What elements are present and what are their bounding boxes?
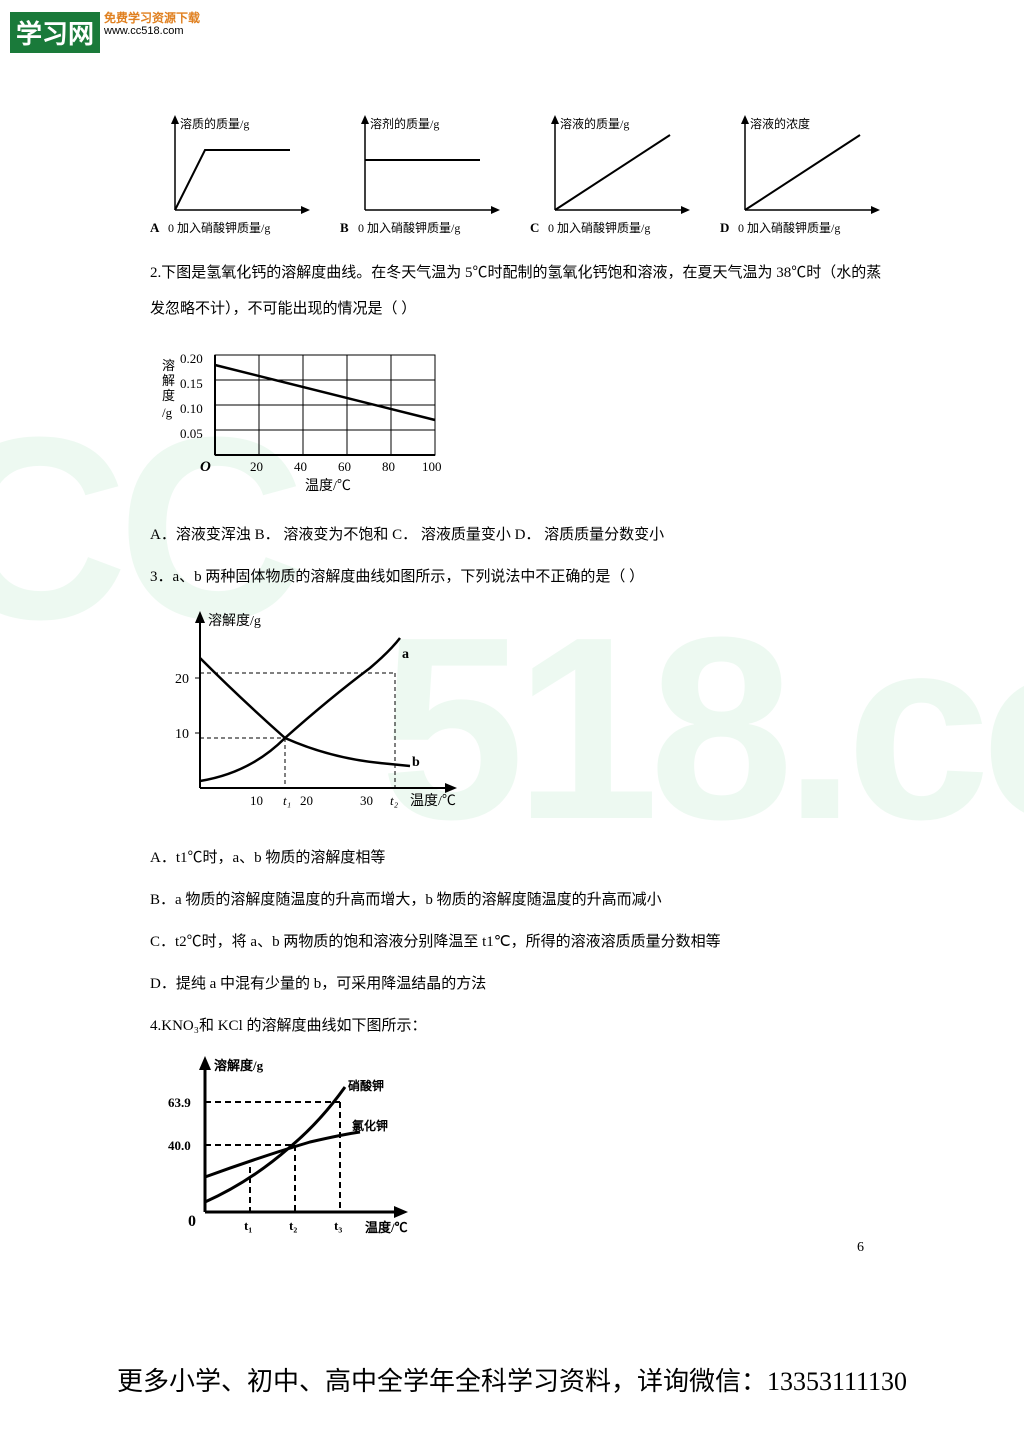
svg-text:0.15: 0.15 xyxy=(180,376,203,391)
chart-C: 溶液的质量/g C 0 加入硝酸钾质量/g xyxy=(530,110,700,245)
svg-text:A: A xyxy=(150,220,160,235)
svg-text:度: 度 xyxy=(162,388,175,403)
svg-text:20: 20 xyxy=(175,672,189,687)
svg-text:0: 0 xyxy=(188,1213,196,1230)
svg-text:t₃: t₃ xyxy=(334,1218,342,1233)
svg-text:0 加入硝酸钾质量/g: 0 加入硝酸钾质量/g xyxy=(168,220,270,235)
svg-text:10: 10 xyxy=(250,793,263,808)
site-logo: 学习网 免费学习资源下载 www.cc518.com xyxy=(10,12,200,53)
q3-text: 3．a、b 两种固体物质的溶解度曲线如图所示，下列说法中不正确的是（ ） xyxy=(150,559,890,595)
svg-text:C: C xyxy=(530,220,539,235)
q2-text: 2.下图是氢氧化钙的溶解度曲线。在冬天气温为 5℃时配制的氢氧化钙饱和溶液，在夏… xyxy=(150,255,890,327)
svg-text:100: 100 xyxy=(422,459,442,474)
svg-text:80: 80 xyxy=(382,459,395,474)
svg-text:/g: /g xyxy=(162,405,173,420)
svg-text:0 加入硝酸钾质量/g: 0 加入硝酸钾质量/g xyxy=(548,220,650,235)
svg-text:b: b xyxy=(412,755,420,770)
svg-text:温度/℃: 温度/℃ xyxy=(305,478,351,494)
svg-text:t₁: t₁ xyxy=(244,1218,252,1233)
svg-text:溶: 溶 xyxy=(162,358,175,373)
logo-url: www.cc518.com xyxy=(104,25,200,37)
ylabel: 溶质的质量/g xyxy=(180,116,249,131)
svg-text:溶解度/g: 溶解度/g xyxy=(214,1058,264,1073)
svg-text:t₁: t₁ xyxy=(283,793,291,808)
svg-text:0.10: 0.10 xyxy=(180,401,203,416)
svg-text:0.05: 0.05 xyxy=(180,426,203,441)
svg-text:D: D xyxy=(720,220,729,235)
page-number: 6 xyxy=(857,1240,864,1256)
footer-text: 更多小学、初中、高中全学年全科学习资料，详询微信：13353111130 xyxy=(0,1361,1024,1398)
svg-text:O: O xyxy=(200,459,211,475)
page-content: 溶质的质量/g A 0 加入硝酸钾质量/g 溶剂的质量/g B 0 加入硝酸钾质… xyxy=(150,110,890,1259)
q4-chart: 溶解度/g 温度/℃ 0 63.9 40.0 t₁ t₂ t₃ 硝酸钾 xyxy=(150,1052,890,1247)
chart-D: 溶液的浓度 D 0 加入硝酸钾质量/g xyxy=(720,110,890,245)
svg-text:0 加入硝酸钾质量/g: 0 加入硝酸钾质量/g xyxy=(358,220,460,235)
svg-text:溶液的质量/g: 溶液的质量/g xyxy=(560,116,629,131)
q3-optB: B．a 物质的溶解度随温度的升高而增大，b 物质的溶解度随温度的升高而减小 xyxy=(150,882,890,918)
q3-optD: D．提纯 a 中混有少量的 b，可采用降温结晶的方法 xyxy=(150,966,890,1002)
chart-B: 溶剂的质量/g B 0 加入硝酸钾质量/g xyxy=(340,110,510,245)
chart-A: 溶质的质量/g A 0 加入硝酸钾质量/g xyxy=(150,110,320,245)
q3-chart: 溶解度/g 温度/℃ 20 10 10 t₁ 20 30 t₂ a xyxy=(150,603,890,828)
q3-optC: C．t2℃时，将 a、b 两物质的饱和溶液分别降温至 t1℃，所得的溶液溶质质量… xyxy=(150,924,890,960)
svg-text:60: 60 xyxy=(338,459,351,474)
svg-text:63.9: 63.9 xyxy=(168,1095,191,1110)
svg-text:氯化钾: 氯化钾 xyxy=(352,1118,388,1133)
svg-text:B: B xyxy=(340,220,349,235)
svg-text:20: 20 xyxy=(250,459,263,474)
svg-text:40.0: 40.0 xyxy=(168,1138,191,1153)
svg-text:溶液的浓度: 溶液的浓度 xyxy=(750,116,810,131)
svg-text:温度/℃: 温度/℃ xyxy=(365,1220,408,1235)
svg-text:0.20: 0.20 xyxy=(180,351,203,366)
svg-text:0 加入硝酸钾质量/g: 0 加入硝酸钾质量/g xyxy=(738,220,840,235)
svg-text:30: 30 xyxy=(360,793,373,808)
svg-text:t₂: t₂ xyxy=(289,1218,297,1233)
logo-subtitle: 免费学习资源下载 xyxy=(104,12,200,25)
svg-text:40: 40 xyxy=(294,459,307,474)
q4-text: 4.KNO₃和 KCl 的溶解度曲线如下图所示： xyxy=(150,1008,890,1044)
charts-row-q1: 溶质的质量/g A 0 加入硝酸钾质量/g 溶剂的质量/g B 0 加入硝酸钾质… xyxy=(150,110,890,245)
svg-text:溶解度/g: 溶解度/g xyxy=(208,613,261,629)
svg-text:解: 解 xyxy=(162,373,175,388)
q3-optA: A．t1℃时，a、b 物质的溶解度相等 xyxy=(150,840,890,876)
q2-options: A．溶液变浑浊 B． 溶液变为不饱和 C． 溶液质量变小 D． 溶质质量分数变小 xyxy=(150,517,890,553)
svg-text:硝酸钾: 硝酸钾 xyxy=(348,1078,384,1093)
svg-text:溶剂的质量/g: 溶剂的质量/g xyxy=(370,116,439,131)
q2-chart: 溶 解 度 /g 0.20 0.15 0.10 0.05 xyxy=(150,335,890,505)
svg-text:10: 10 xyxy=(175,727,189,742)
svg-text:温度/℃: 温度/℃ xyxy=(410,793,456,809)
svg-text:t₂: t₂ xyxy=(390,793,399,808)
svg-text:20: 20 xyxy=(300,793,313,808)
svg-text:a: a xyxy=(402,647,409,662)
logo-badge: 学习网 xyxy=(10,12,100,53)
